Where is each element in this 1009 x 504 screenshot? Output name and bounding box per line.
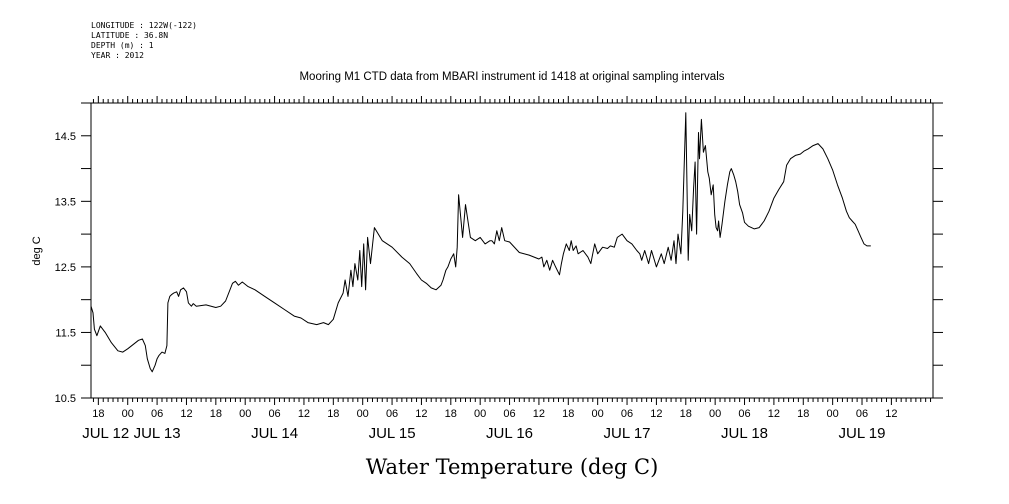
x-hour-label: 06 — [738, 408, 750, 420]
x-axis-label: Water Temperature (deg C) — [366, 455, 659, 479]
x-day-label: JUL 13 — [134, 425, 181, 442]
x-hour-label: 00 — [592, 408, 604, 420]
x-day-label: JUL 14 — [251, 425, 298, 442]
x-hour-label: 06 — [268, 408, 280, 420]
x-hour-label: 00 — [709, 408, 721, 420]
y-axis-label: deg C — [31, 236, 43, 265]
x-hour-label: 06 — [621, 408, 633, 420]
x-hour-label: 00 — [239, 408, 251, 420]
x-hour-label: 18 — [92, 408, 104, 420]
x-hour-label: 18 — [680, 408, 692, 420]
x-hour-label: 18 — [445, 408, 457, 420]
tick-labels: 18 00 06 12 18 00 06 12 18 00 06 12 18 00 06 12 18 00 06 12… — [55, 131, 898, 442]
x-hour-label: 06 — [151, 408, 163, 420]
y-tick-label: 11.5 — [55, 327, 76, 339]
axis-ticks — [81, 96, 943, 405]
y-tick-label: 12.5 — [55, 262, 76, 274]
longitude-text: LONGITUDE : 122W(-122) — [91, 21, 197, 30]
year-text: YEAR : 2012 — [91, 51, 144, 60]
x-hour-label: 18 — [327, 408, 339, 420]
temperature-series-line — [90, 112, 871, 373]
x-day-label: JUL 19 — [839, 425, 886, 442]
x-day-label: JUL 12 — [82, 425, 129, 442]
latitude-text: LATITUDE : 36.8N — [91, 31, 169, 40]
x-hour-label: 06 — [856, 408, 868, 420]
x-hour-label: 00 — [122, 408, 134, 420]
x-hour-label: 06 — [386, 408, 398, 420]
x-hour-label: 12 — [650, 408, 662, 420]
x-hour-label: 12 — [768, 408, 780, 420]
x-hour-label: 12 — [533, 408, 545, 420]
y-tick-label: 14.5 — [55, 131, 76, 143]
x-hour-label: 00 — [357, 408, 369, 420]
x-day-label: JUL 16 — [486, 425, 533, 442]
axes-frame — [90, 102, 934, 399]
x-hour-label: 18 — [562, 408, 574, 420]
x-hour-label: 06 — [503, 408, 515, 420]
y-tick-label: 13.5 — [55, 196, 76, 208]
x-hour-label: 12 — [298, 408, 310, 420]
x-hour-label: 12 — [885, 408, 897, 420]
metadata-block: LONGITUDE : 122W(-122) LATITUDE : 36.8N … — [91, 21, 197, 61]
x-day-label: JUL 17 — [604, 425, 651, 442]
x-hour-label: 12 — [415, 408, 427, 420]
x-hour-label: 18 — [210, 408, 222, 420]
x-day-label: JUL 18 — [721, 425, 768, 442]
x-hour-label: 00 — [827, 408, 839, 420]
x-hour-label: 00 — [474, 408, 486, 420]
x-hour-label: 18 — [797, 408, 809, 420]
y-tick-label: 10.5 — [55, 393, 76, 405]
x-hour-label: 12 — [180, 408, 192, 420]
plot-frame — [90, 102, 934, 399]
chart-title: Mooring M1 CTD data from MBARI instrumen… — [299, 71, 724, 83]
depth-text: DEPTH (m) : 1 — [91, 41, 154, 50]
series-layer — [90, 112, 871, 373]
x-day-label: JUL 15 — [369, 425, 416, 442]
